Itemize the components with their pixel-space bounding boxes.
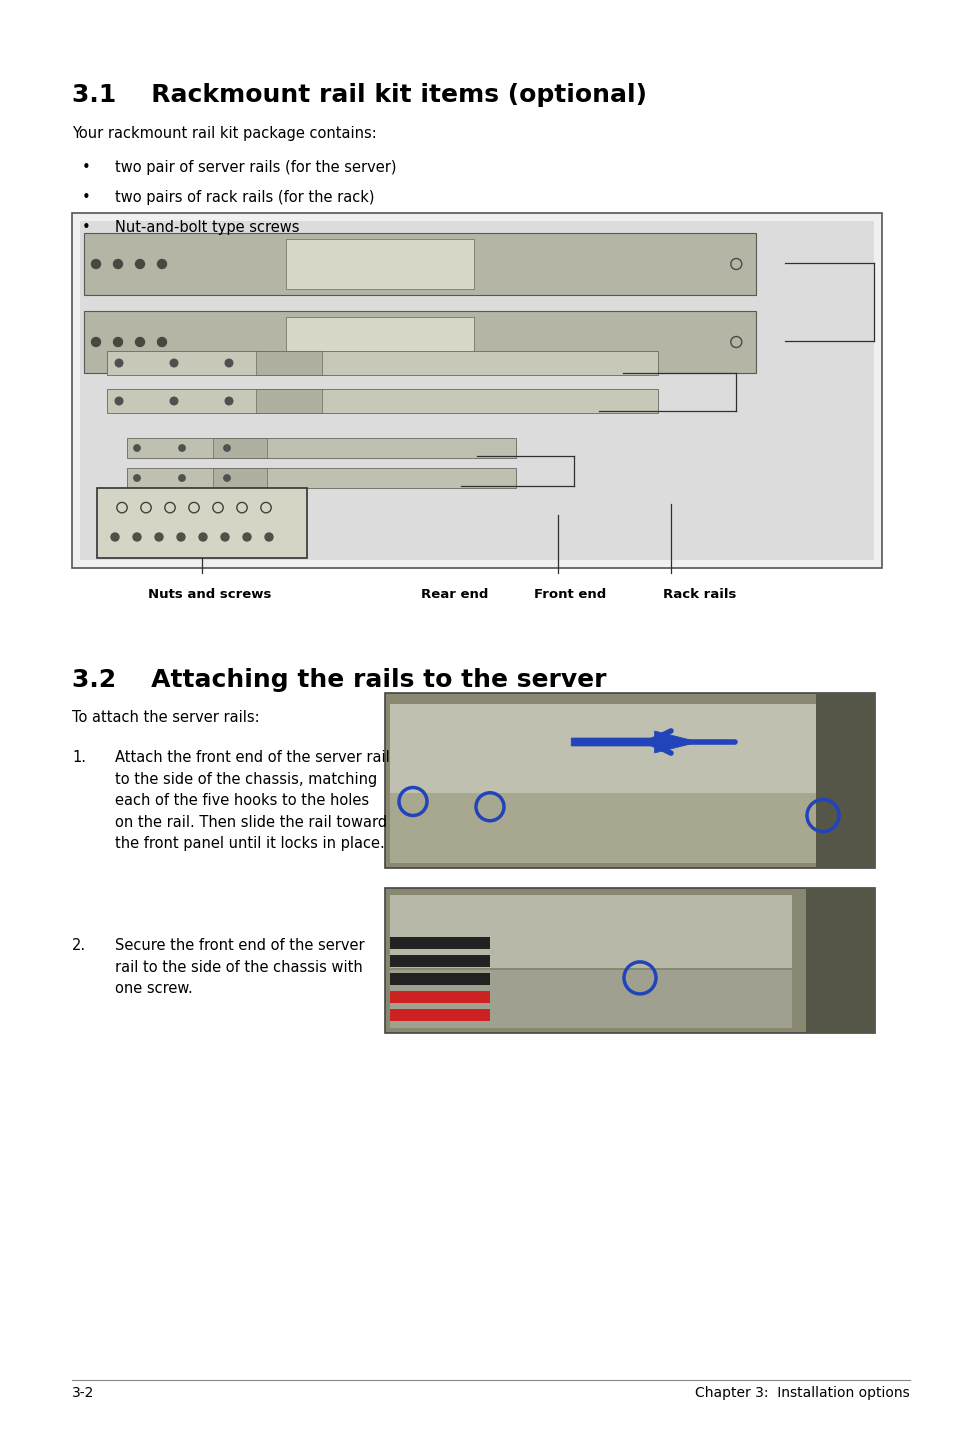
Polygon shape xyxy=(571,731,698,754)
Circle shape xyxy=(135,259,144,269)
Bar xyxy=(80,221,873,559)
Text: 3-2: 3-2 xyxy=(71,1386,94,1401)
Text: Secure the front end of the server
rail to the side of the chassis with
one scre: Secure the front end of the server rail … xyxy=(115,938,364,997)
Bar xyxy=(84,233,756,295)
Text: 3.1    Rackmount rail kit items (optional): 3.1 Rackmount rail kit items (optional) xyxy=(71,83,646,106)
Bar xyxy=(390,792,869,863)
Bar xyxy=(805,889,874,1032)
Bar xyxy=(107,351,658,375)
Text: two pair of server rails (for the server): two pair of server rails (for the server… xyxy=(115,160,396,175)
Circle shape xyxy=(157,259,167,269)
Circle shape xyxy=(224,444,230,452)
Bar xyxy=(390,955,490,966)
Circle shape xyxy=(111,533,119,541)
Circle shape xyxy=(157,338,167,347)
Circle shape xyxy=(113,338,122,347)
Circle shape xyxy=(135,338,144,347)
Circle shape xyxy=(132,533,141,541)
Circle shape xyxy=(170,360,177,367)
Bar xyxy=(390,703,869,795)
Circle shape xyxy=(115,397,123,406)
Circle shape xyxy=(178,444,185,452)
Bar xyxy=(213,439,267,457)
Bar xyxy=(390,938,490,949)
Circle shape xyxy=(91,338,100,347)
Bar xyxy=(285,239,474,289)
Circle shape xyxy=(225,360,233,367)
Text: •: • xyxy=(82,160,91,175)
Text: Front end: Front end xyxy=(534,588,605,601)
Circle shape xyxy=(170,397,177,406)
Circle shape xyxy=(133,475,140,482)
Text: Nuts and screws: Nuts and screws xyxy=(148,588,272,601)
Bar xyxy=(390,974,490,985)
Text: Your rackmount rail kit package contains:: Your rackmount rail kit package contains… xyxy=(71,127,376,141)
Text: •: • xyxy=(82,220,91,234)
Bar xyxy=(255,351,321,375)
Bar xyxy=(255,390,321,413)
Circle shape xyxy=(265,533,273,541)
Text: Rear end: Rear end xyxy=(421,588,488,601)
Bar xyxy=(385,889,874,1032)
Bar xyxy=(816,693,874,869)
Text: Nut-and-bolt type screws: Nut-and-bolt type screws xyxy=(115,220,299,234)
Circle shape xyxy=(177,533,185,541)
Bar xyxy=(213,467,267,487)
Text: two pairs of rack rails (for the rack): two pairs of rack rails (for the rack) xyxy=(115,190,375,206)
Bar xyxy=(107,390,658,413)
Circle shape xyxy=(91,259,100,269)
Bar xyxy=(97,487,307,558)
Circle shape xyxy=(113,259,122,269)
Bar xyxy=(390,1009,490,1021)
Text: 1.: 1. xyxy=(71,751,86,765)
Text: Chapter 3:  Installation options: Chapter 3: Installation options xyxy=(695,1386,909,1401)
Text: 3.2    Attaching the rails to the server: 3.2 Attaching the rails to the server xyxy=(71,669,606,692)
Circle shape xyxy=(224,475,230,482)
Circle shape xyxy=(243,533,251,541)
Bar xyxy=(285,316,474,367)
Circle shape xyxy=(221,533,229,541)
Circle shape xyxy=(225,397,233,406)
Text: •: • xyxy=(82,190,91,206)
Text: 2.: 2. xyxy=(71,938,86,953)
Bar xyxy=(71,213,882,568)
Bar xyxy=(127,467,516,487)
Bar xyxy=(84,311,756,372)
Circle shape xyxy=(133,444,140,452)
Circle shape xyxy=(115,360,123,367)
Bar xyxy=(390,896,791,968)
Bar xyxy=(127,439,516,457)
Circle shape xyxy=(178,475,185,482)
Circle shape xyxy=(199,533,207,541)
Circle shape xyxy=(154,533,163,541)
Bar xyxy=(390,971,791,1028)
Text: To attach the server rails:: To attach the server rails: xyxy=(71,710,259,725)
Text: Attach the front end of the server rail
to the side of the chassis, matching
eac: Attach the front end of the server rail … xyxy=(115,751,390,851)
Text: Rack rails: Rack rails xyxy=(662,588,736,601)
Bar xyxy=(390,991,490,1002)
Bar xyxy=(385,693,874,869)
